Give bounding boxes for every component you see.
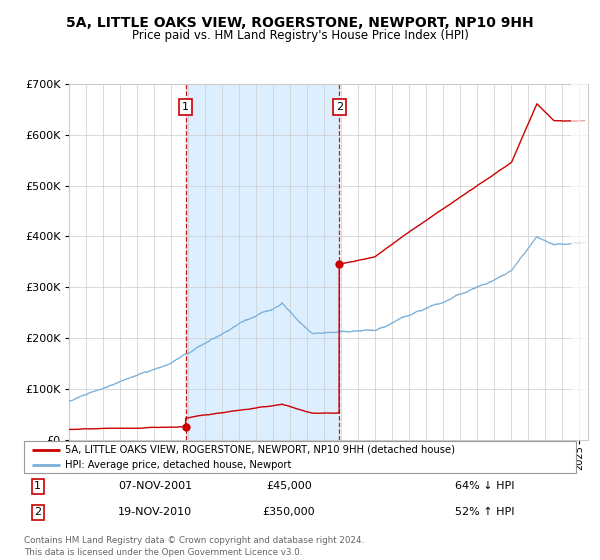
Text: 2: 2 [335,102,343,112]
Text: 5A, LITTLE OAKS VIEW, ROGERSTONE, NEWPORT, NP10 9HH (detached house): 5A, LITTLE OAKS VIEW, ROGERSTONE, NEWPOR… [65,445,455,455]
Text: 1: 1 [182,102,189,112]
Text: £45,000: £45,000 [266,481,312,491]
Text: HPI: Average price, detached house, Newport: HPI: Average price, detached house, Newp… [65,460,292,470]
Text: Contains HM Land Registry data © Crown copyright and database right 2024.: Contains HM Land Registry data © Crown c… [24,536,364,545]
Text: £350,000: £350,000 [263,507,315,517]
Text: Price paid vs. HM Land Registry's House Price Index (HPI): Price paid vs. HM Land Registry's House … [131,29,469,42]
Text: 07-NOV-2001: 07-NOV-2001 [118,481,192,491]
Text: 52% ↑ HPI: 52% ↑ HPI [455,507,514,517]
FancyBboxPatch shape [24,441,576,473]
Text: 64% ↓ HPI: 64% ↓ HPI [455,481,514,491]
Text: 2: 2 [34,507,41,517]
Text: 5A, LITTLE OAKS VIEW, ROGERSTONE, NEWPORT, NP10 9HH: 5A, LITTLE OAKS VIEW, ROGERSTONE, NEWPOR… [66,16,534,30]
Text: This data is licensed under the Open Government Licence v3.0.: This data is licensed under the Open Gov… [24,548,302,557]
Text: 19-NOV-2010: 19-NOV-2010 [118,507,192,517]
Bar [185,84,339,440]
Text: 1: 1 [34,481,41,491]
